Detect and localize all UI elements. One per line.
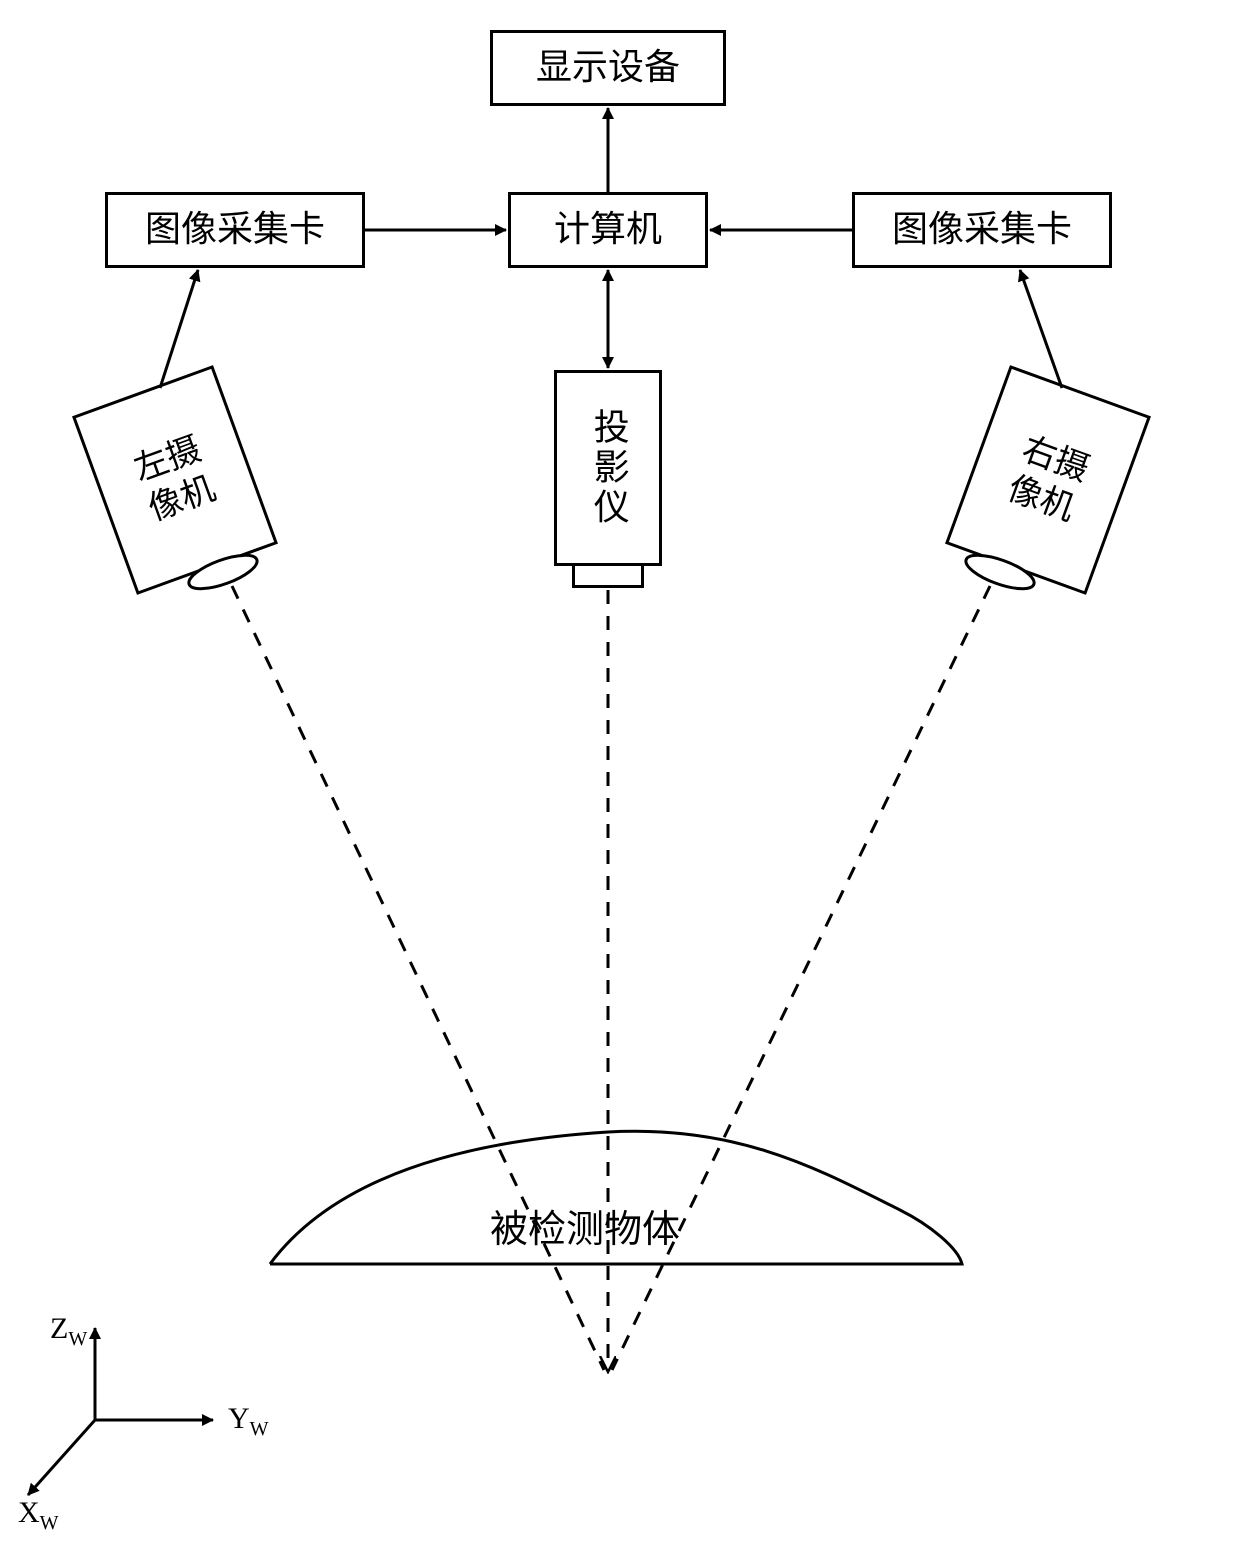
capture-card-right-label: 图像采集卡 <box>892 208 1072 251</box>
axis-x-label: XW <box>18 1496 59 1535</box>
capture-card-left-box: 图像采集卡 <box>105 192 365 268</box>
projector-box: 投影仪 <box>554 370 662 566</box>
capture-card-left-label: 图像采集卡 <box>145 208 325 251</box>
left-camera-label: 左摄像机 <box>129 428 222 531</box>
axis-z-label: ZW <box>50 1312 87 1351</box>
axis-y-label: YW <box>228 1402 269 1441</box>
projector-lens <box>572 566 644 588</box>
computer-box: 计算机 <box>508 192 708 268</box>
capture-card-right-box: 图像采集卡 <box>852 192 1112 268</box>
axis-x <box>28 1420 95 1495</box>
display-device-label: 显示设备 <box>536 46 680 89</box>
detected-object-label: 被检测物体 <box>490 1198 680 1253</box>
projector-label: 投影仪 <box>587 408 628 528</box>
computer-label: 计算机 <box>554 208 662 251</box>
display-device-box: 显示设备 <box>490 30 726 106</box>
right-camera-box: 右摄像机 <box>945 365 1151 595</box>
left-camera-box: 左摄像机 <box>72 365 278 595</box>
right-camera-label: 右摄像机 <box>1002 428 1095 531</box>
arrow-caml-to-capturel <box>160 270 198 388</box>
